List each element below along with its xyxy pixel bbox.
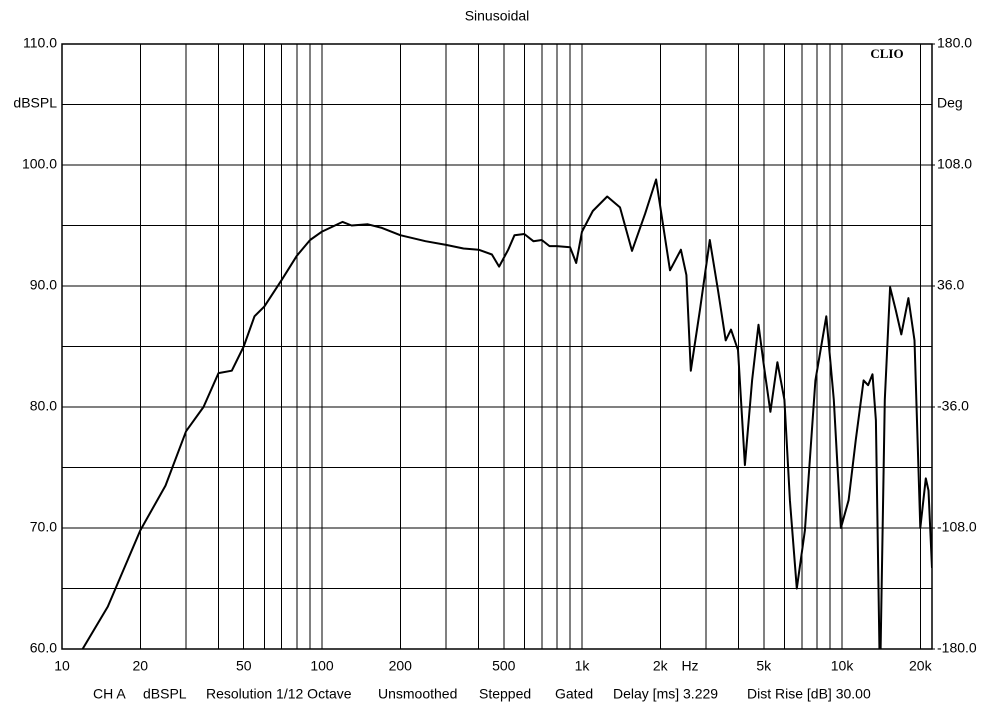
plot-frame [61, 43, 933, 650]
footer-item: Resolution 1/12 Octave [206, 686, 352, 702]
x-tick-label: 200 [389, 658, 413, 674]
y2-tick-label: 180.0 [937, 35, 972, 51]
y2-tick-label: -108.0 [937, 519, 977, 535]
y2-tick-label: 36.0 [937, 277, 964, 293]
footer-item: Delay [ms] 3.229 [613, 686, 718, 702]
chart-title: Sinusoidal [465, 8, 530, 24]
y-tick-label: 80.0 [30, 398, 57, 414]
y-axis-label: dBSPL [13, 95, 57, 111]
y-tick-label: 110.0 [23, 35, 57, 51]
y2-tick-label: 108.0 [937, 156, 972, 172]
x-tick-label: 10k [831, 658, 855, 674]
response-line [81, 178, 932, 649]
x-tick-label: 500 [492, 658, 516, 674]
x-tick-label: 10 [54, 658, 70, 674]
footer-item: CH A [93, 686, 126, 702]
x-tick-label: 5k [756, 658, 772, 674]
y-tick-label: 90.0 [30, 277, 57, 293]
x-tick-label: 50 [236, 658, 252, 674]
y-tick-label: 70.0 [30, 519, 57, 535]
footer-item: Dist Rise [dB] 30.00 [747, 686, 871, 702]
x-tick-label: 100 [310, 658, 334, 674]
x-tick-label: 20 [132, 658, 148, 674]
y-tick-label: 60.0 [30, 640, 57, 656]
y2-tick-label: -36.0 [937, 398, 969, 414]
brand-logo: CLIO [870, 46, 903, 61]
x-tick-label: 1k [575, 658, 591, 674]
x-tick-label: 2k [653, 658, 669, 674]
x-unit: Hz [681, 658, 698, 674]
y2-tick-label: -180.0 [937, 640, 977, 656]
footer-item: dBSPL [143, 686, 187, 702]
y-tick-label: 100.0 [22, 156, 57, 172]
footer-item: Stepped [479, 686, 531, 702]
y2-axis-label: Deg [937, 95, 963, 111]
footer-item: Unsmoothed [378, 686, 457, 702]
footer-item: Gated [555, 686, 593, 702]
x-tick-label: 20k [909, 658, 933, 674]
